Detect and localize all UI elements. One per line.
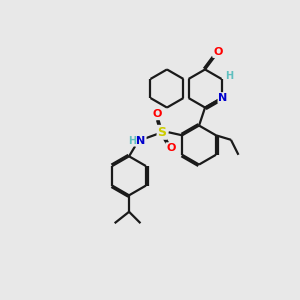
Text: N: N — [136, 136, 146, 146]
Text: H: H — [225, 71, 233, 81]
Text: O: O — [213, 47, 223, 57]
Text: O: O — [152, 109, 162, 119]
Text: H: H — [128, 136, 136, 146]
Text: S: S — [158, 126, 166, 139]
Text: N: N — [218, 93, 228, 103]
Text: O: O — [167, 143, 176, 153]
